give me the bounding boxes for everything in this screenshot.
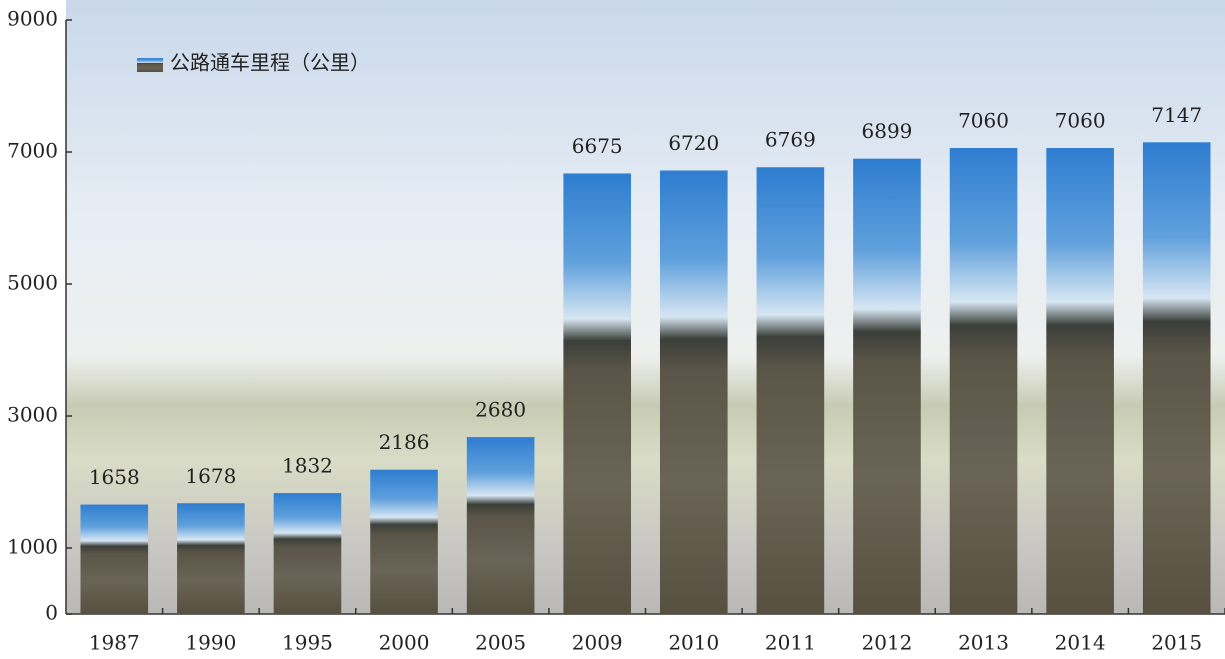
x-tick-label: 2005	[475, 631, 526, 655]
value-label: 6720	[668, 131, 719, 155]
bar	[1142, 142, 1211, 614]
legend-swatch	[137, 58, 163, 72]
bar	[466, 437, 535, 614]
x-tick-label: 2012	[862, 631, 913, 655]
x-tick-label: 1987	[89, 631, 140, 655]
bar	[563, 173, 632, 614]
legend-label: 公路通车里程（公里）	[170, 51, 370, 75]
value-label: 7060	[958, 109, 1009, 133]
value-label: 6675	[572, 134, 623, 158]
x-tick-label: 2014	[1055, 631, 1106, 655]
bar	[370, 469, 438, 614]
x-tick-label: 1990	[185, 631, 236, 655]
y-tick-label: 0	[45, 601, 58, 625]
bar	[949, 148, 1018, 615]
value-label: 7060	[1055, 109, 1106, 133]
x-tick-label: 2010	[668, 631, 719, 655]
bar	[756, 167, 825, 614]
x-tick-label: 2015	[1151, 631, 1202, 655]
value-label: 1678	[185, 464, 236, 488]
x-tick-label: 2013	[958, 631, 1009, 655]
plot-background	[66, 0, 1225, 614]
x-tick-label: 2000	[379, 631, 430, 655]
bar	[659, 170, 728, 615]
value-label: 6769	[765, 128, 816, 152]
y-tick-label: 3000	[7, 403, 58, 427]
bar	[80, 504, 149, 614]
y-tick-label: 5000	[7, 271, 58, 295]
y-tick-label: 1000	[7, 535, 58, 559]
y-tick-label: 7000	[7, 139, 58, 163]
bar	[853, 158, 921, 614]
value-label: 1658	[89, 465, 140, 489]
value-label: 2680	[475, 398, 526, 422]
value-label: 2186	[379, 430, 430, 454]
x-tick-label: 1995	[282, 631, 333, 655]
value-label: 1832	[282, 454, 333, 478]
value-label: 6899	[862, 119, 913, 143]
y-tick-label: 9000	[7, 7, 58, 31]
x-tick-label: 2011	[765, 631, 816, 655]
bar	[1046, 148, 1114, 615]
bar	[273, 493, 342, 614]
x-tick-label: 2009	[572, 631, 623, 655]
value-label: 7147	[1151, 103, 1202, 127]
bar	[177, 503, 245, 614]
